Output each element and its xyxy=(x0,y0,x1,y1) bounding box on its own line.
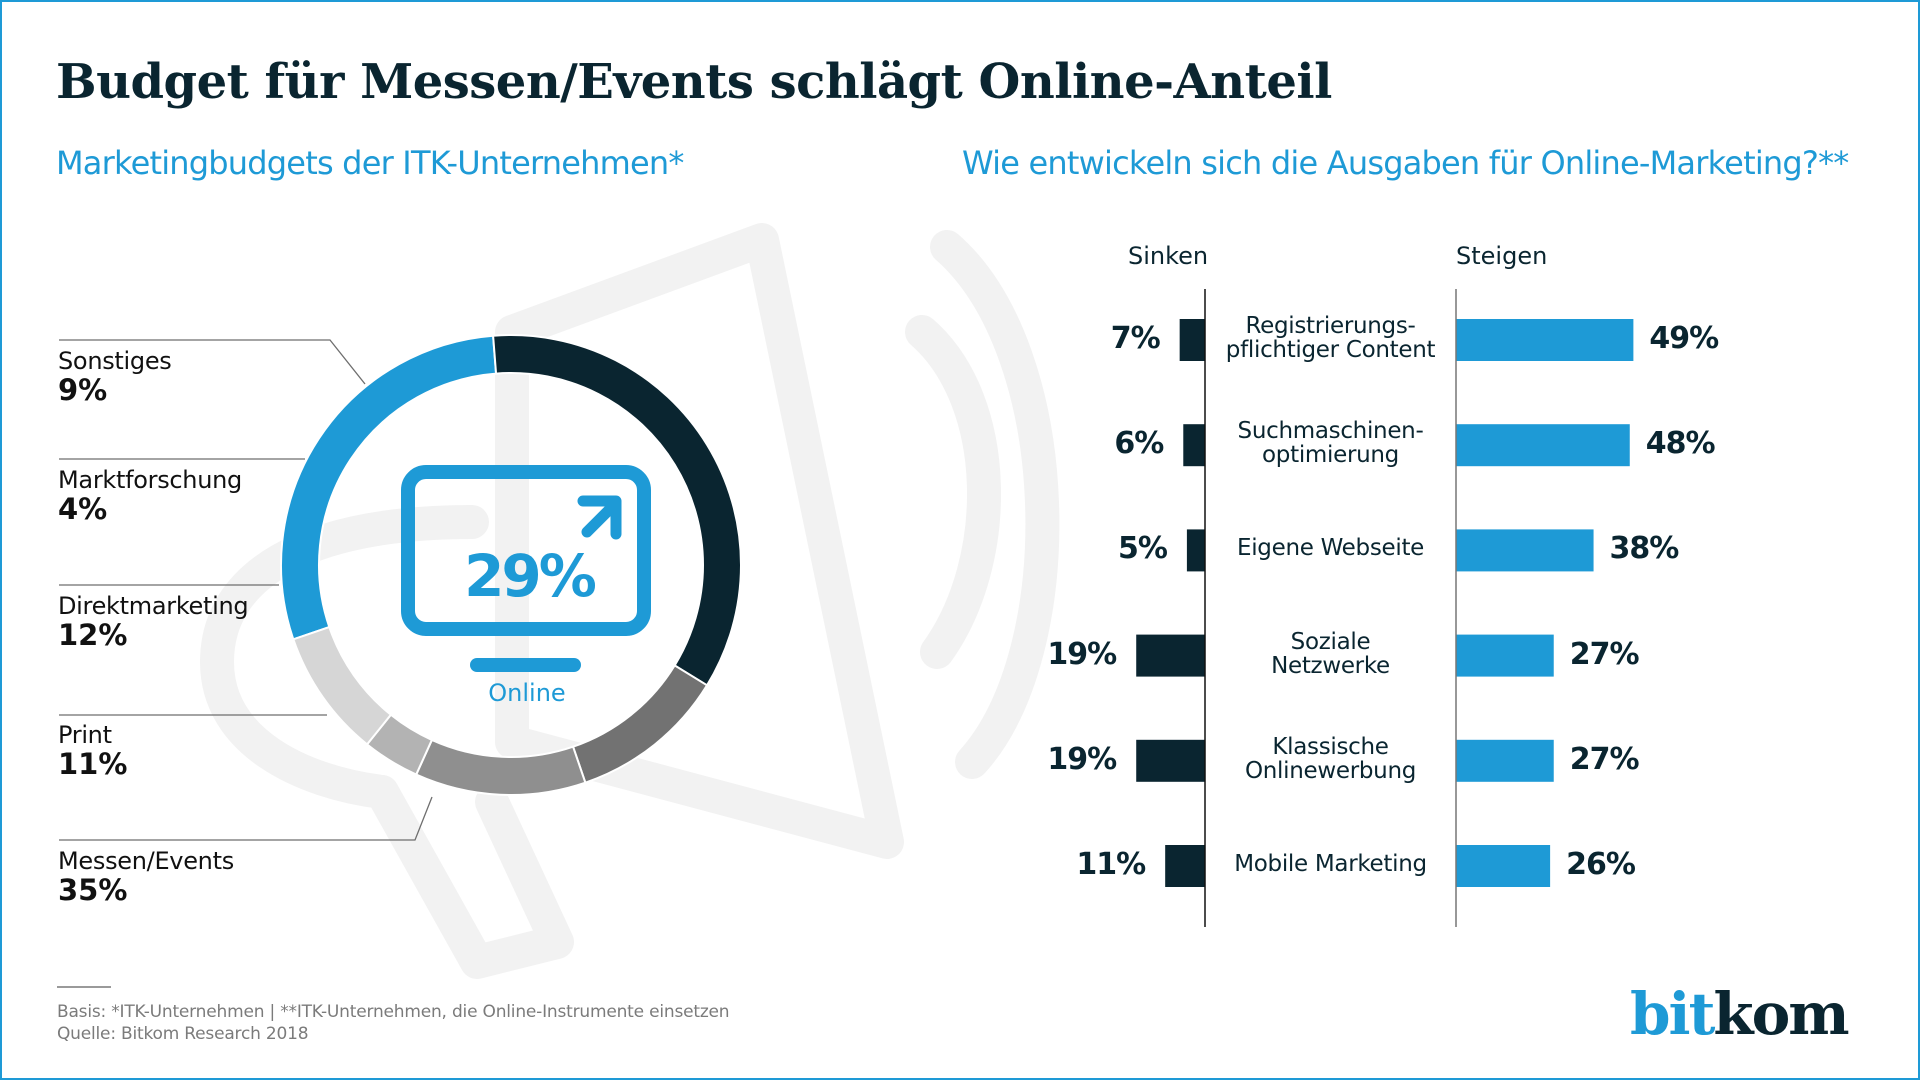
trend-arrow-icon xyxy=(577,495,622,540)
legend-messen-events: Messen/Events 35% xyxy=(58,847,234,907)
category-label-line: Mobile Marketing xyxy=(1234,851,1427,877)
bar-steigen-eigene-webseite xyxy=(1456,529,1594,572)
donut-center-label: Online xyxy=(488,679,566,707)
bar-steigen-soziale-netzwerke xyxy=(1456,634,1554,677)
monitor-icon xyxy=(401,465,651,672)
legend-value: 35% xyxy=(58,873,128,907)
category-label: Eigene Webseite xyxy=(1216,536,1446,560)
value-label-sinken: 5% xyxy=(1117,531,1168,567)
value-label-steigen: 27% xyxy=(1569,741,1640,777)
leader-line-messen-events xyxy=(59,796,433,841)
logo-part-kom: kom xyxy=(1713,980,1849,1048)
donut-slice-sonstiges xyxy=(292,625,393,746)
legend-direktmarketing: Direktmarketing 12% xyxy=(58,592,249,652)
footer-divider xyxy=(57,986,111,988)
footer-source: Quelle: Bitkom Research 2018 xyxy=(57,1024,309,1044)
bar-sinken-eigene-webseite xyxy=(1186,529,1205,572)
bar-sinken-soziale-netzwerke xyxy=(1136,634,1205,677)
category-label: Mobile Marketing xyxy=(1216,852,1446,876)
value-label-steigen: 26% xyxy=(1566,847,1636,882)
category-label-line: Netzwerke xyxy=(1271,652,1390,679)
value-label-sinken: 6% xyxy=(1114,426,1164,462)
legend-label: Direktmarketing xyxy=(58,592,249,620)
bitkom-logo: bitkom xyxy=(1630,980,1850,1048)
legend-sonstiges: Sonstiges 9% xyxy=(58,347,172,407)
legend-label: Sonstiges xyxy=(58,347,172,375)
legend-label: Print xyxy=(58,721,112,749)
page-title: Budget für Messen/Events schlägt Online-… xyxy=(56,54,1332,110)
legend-marktforschung: Marktforschung 4% xyxy=(58,466,242,526)
bar-steigen-registrierungs-pflichtiger-content xyxy=(1456,319,1634,361)
legend-value: 4% xyxy=(58,492,108,526)
category-label-line: Soziale xyxy=(1290,628,1371,655)
value-label-steigen: 48% xyxy=(1645,426,1716,462)
donut-chart xyxy=(280,334,742,796)
value-label-sinken: 7% xyxy=(1110,321,1161,356)
diverging-bar-chart xyxy=(1136,319,1634,887)
category-label-line: Klassische xyxy=(1272,733,1389,760)
value-label-steigen: 49% xyxy=(1649,321,1719,356)
donut-center-value: 29% xyxy=(464,542,597,610)
category-label: Suchmaschinen-optimierung xyxy=(1216,419,1446,467)
category-label: Registrierungs-pflichtiger Content xyxy=(1216,314,1446,362)
bar-sinken-klassische-onlinewerbung xyxy=(1136,739,1205,782)
bar-steigen-suchmaschinen-optimierung xyxy=(1456,424,1630,467)
column-header-steigen: Steigen xyxy=(1456,242,1548,270)
category-label-line: Registrierungs- xyxy=(1245,313,1416,339)
legend-value: 9% xyxy=(58,373,108,407)
bar-steigen-mobile-marketing xyxy=(1456,845,1551,887)
category-label: Soziale Netzwerke xyxy=(1216,630,1446,678)
legend-value: 12% xyxy=(58,618,128,652)
legend-label: Messen/Events xyxy=(58,847,234,875)
legend-label: Marktforschung xyxy=(58,466,242,494)
value-label-sinken: 19% xyxy=(1047,741,1117,777)
category-label-line: pflichtiger Content xyxy=(1225,337,1436,363)
footer-basis: Basis: *ITK-Unternehmen | **ITK-Unterneh… xyxy=(57,1002,730,1022)
legend-value: 11% xyxy=(58,747,128,781)
category-label: Klassische Onlinewerbung xyxy=(1216,735,1446,783)
category-label-line: optimierung xyxy=(1262,442,1399,469)
category-label-line: Suchmaschinen- xyxy=(1237,418,1424,445)
bar-steigen-klassische-onlinewerbung xyxy=(1456,739,1554,782)
logo-part-bit: bit xyxy=(1630,980,1715,1048)
leader-lines xyxy=(59,339,433,841)
subtitle-online-marketing: Wie entwickeln sich die Ausgaben für Onl… xyxy=(962,144,1849,182)
legend-print: Print 11% xyxy=(58,721,127,781)
bar-sinken-registrierungs-pflichtiger-content xyxy=(1179,319,1205,361)
category-label-line: Onlinewerbung xyxy=(1244,757,1417,784)
value-label-steigen: 38% xyxy=(1609,531,1680,567)
value-label-steigen: 27% xyxy=(1569,636,1640,672)
subtitle-budgets: Marketingbudgets der ITK-Unternehmen* xyxy=(56,144,684,182)
value-label-sinken: 11% xyxy=(1076,847,1146,882)
megaphone-watermark-icon xyxy=(200,223,1060,979)
column-header-sinken: Sinken xyxy=(1128,242,1209,270)
leader-line-sonstiges xyxy=(59,339,366,385)
bar-sinken-mobile-marketing xyxy=(1165,845,1205,887)
category-label-line: Eigene Webseite xyxy=(1236,535,1425,562)
bar-sinken-suchmaschinen-optimierung xyxy=(1183,424,1205,467)
value-label-sinken: 19% xyxy=(1047,636,1117,672)
